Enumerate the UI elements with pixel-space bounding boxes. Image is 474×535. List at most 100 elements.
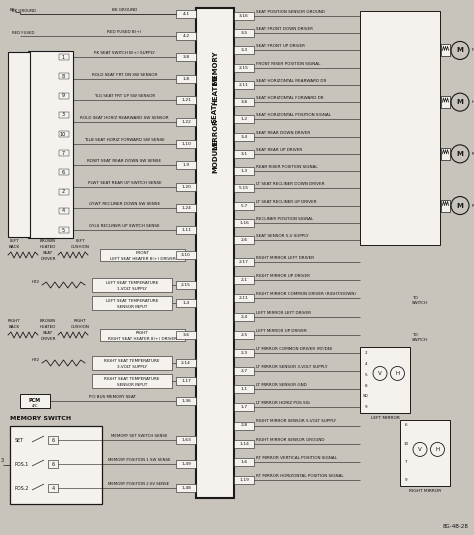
Text: SEAT/: SEAT/ [212, 101, 218, 123]
Text: RIGHT MIRROR SENSOR GROUND: RIGHT MIRROR SENSOR GROUND [256, 438, 325, 442]
Text: RIGHT MIRROR SENSOR 5-VOLT SUPPLY: RIGHT MIRROR SENSOR 5-VOLT SUPPLY [256, 419, 336, 424]
Text: 2: 2 [62, 189, 64, 194]
Text: 3-10: 3-10 [181, 253, 191, 257]
Text: V: V [378, 371, 382, 376]
Text: MEMORY: MEMORY [212, 51, 218, 85]
Bar [234, 98, 254, 106]
Text: TO: TO [412, 296, 418, 300]
Text: LT SEAT RECLINER UP DRIVER: LT SEAT RECLINER UP DRIVER [256, 200, 317, 203]
Bar [234, 133, 254, 141]
Text: 1-19: 1-19 [239, 478, 249, 482]
Text: FRONT RISER: FRONT RISER [472, 49, 474, 52]
Text: 1-36: 1-36 [181, 399, 191, 403]
Text: 1-10: 1-10 [181, 142, 191, 146]
Text: 3-3: 3-3 [240, 49, 247, 52]
Text: 2-4: 2-4 [240, 315, 247, 318]
Text: 10: 10 [60, 132, 66, 136]
Text: RECLINER POSITION SIGNAL: RECLINER POSITION SIGNAL [256, 217, 313, 221]
Text: RT MIRROR HORIZONTAL POSITION SIGNAL: RT MIRROR HORIZONTAL POSITION SIGNAL [256, 474, 344, 478]
Text: SD: SD [363, 394, 369, 399]
Text: LEFT MIRROR UP DRIVER: LEFT MIRROR UP DRIVER [256, 328, 307, 333]
Text: 6: 6 [62, 170, 64, 175]
Text: 2-11: 2-11 [239, 296, 249, 300]
Bar [176, 118, 196, 126]
Text: M: M [456, 99, 464, 105]
Text: 7: 7 [405, 460, 407, 464]
Text: 3-16: 3-16 [239, 14, 249, 18]
Bar [48, 436, 58, 444]
Text: 2-15: 2-15 [181, 283, 191, 287]
Text: RED FUSED B(+): RED FUSED B(+) [107, 29, 142, 34]
Text: HORIZ 2: HORIZ 2 [472, 100, 474, 104]
Text: RIGHT MIRROR LEFT DRIVER: RIGHT MIRROR LEFT DRIVER [256, 256, 314, 260]
Text: SEAT HORIZONTAL POSITION SIGNAL: SEAT HORIZONTAL POSITION SIGNAL [256, 113, 331, 117]
Text: M: M [456, 48, 464, 54]
Text: 2-8: 2-8 [240, 424, 247, 427]
Text: BROWN: BROWN [40, 239, 56, 243]
Text: MEMORY SET SWITCH SENSE: MEMORY SET SWITCH SENSE [111, 434, 167, 438]
Bar [234, 422, 254, 430]
Text: MIRROR: MIRROR [212, 118, 218, 150]
Bar [176, 161, 196, 169]
Text: PCM: PCM [29, 399, 41, 403]
Text: 9: 9 [62, 93, 64, 98]
Text: HT2: HT2 [32, 280, 40, 284]
Bar [234, 385, 254, 393]
Text: HEATED: HEATED [212, 74, 218, 105]
Bar [176, 10, 196, 18]
Bar [176, 484, 196, 492]
Text: 3-8: 3-8 [182, 55, 190, 59]
Text: 5: 5 [62, 227, 64, 233]
Bar [48, 460, 58, 468]
Bar [234, 367, 254, 375]
Text: GYLS RECLINER UP SWITCH SENSE: GYLS RECLINER UP SWITCH SENSE [89, 224, 160, 228]
Text: 1-2: 1-2 [240, 117, 247, 121]
Bar [234, 81, 254, 89]
Bar [400, 419, 450, 486]
Bar [176, 32, 196, 40]
Text: ROLD SEAT HORIZ REARWARD SW SENSOR: ROLD SEAT HORIZ REARWARD SW SENSOR [80, 116, 169, 120]
Text: 2-14: 2-14 [181, 361, 191, 365]
Bar [360, 347, 410, 414]
Bar [59, 112, 69, 118]
Bar [234, 331, 254, 339]
Bar [234, 185, 254, 192]
Bar [92, 374, 172, 388]
Bar [59, 131, 69, 137]
Text: BACK: BACK [9, 325, 19, 329]
Text: LT MIRROR COMMON DRIVER (RT/DN): LT MIRROR COMMON DRIVER (RT/DN) [256, 347, 332, 351]
Bar [176, 331, 196, 339]
Bar [234, 312, 254, 320]
Text: RIGHT: RIGHT [136, 331, 149, 335]
Bar [176, 53, 196, 61]
Text: ROLD SEAT FRT DN SW SENSOR: ROLD SEAT FRT DN SW SENSOR [92, 73, 157, 77]
Text: SEAT SENSOR 5-V SUPPLY: SEAT SENSOR 5-V SUPPLY [256, 234, 309, 238]
Bar [234, 219, 254, 227]
Bar [176, 204, 196, 212]
Text: HT2: HT2 [32, 358, 40, 362]
Text: 7: 7 [62, 151, 64, 156]
Text: HEATED: HEATED [40, 245, 56, 249]
Text: RIGHT SEAT TEMPERATURE: RIGHT SEAT TEMPERATURE [104, 359, 160, 363]
Text: 2-7: 2-7 [240, 369, 247, 373]
Bar [92, 296, 172, 310]
Text: 6: 6 [52, 438, 55, 442]
Text: 3-5: 3-5 [240, 31, 247, 35]
Bar [59, 54, 69, 60]
Text: LEFT SEAT TEMPERATURE: LEFT SEAT TEMPERATURE [106, 281, 158, 285]
Bar [234, 276, 254, 284]
Bar [176, 183, 196, 191]
Text: 1-VOLT SUPPLY: 1-VOLT SUPPLY [117, 287, 147, 291]
Bar [176, 299, 196, 307]
Text: DRIVER: DRIVER [40, 337, 56, 341]
Text: 1-17: 1-17 [181, 379, 191, 383]
Text: M: M [456, 151, 464, 157]
Text: LT SEAT RECLINER DOWN DRIVER: LT SEAT RECLINER DOWN DRIVER [256, 182, 325, 186]
Bar [59, 189, 69, 195]
Text: RT MIRROR VERTICAL POSITION SIGNAL: RT MIRROR VERTICAL POSITION SIGNAL [256, 456, 337, 460]
Text: 1-6: 1-6 [240, 460, 247, 464]
Bar [234, 440, 254, 448]
Text: RIGHT SEAT HEATER 8(+) DRIVER: RIGHT SEAT HEATER 8(+) DRIVER [108, 337, 177, 341]
Bar [8, 52, 30, 237]
Bar [234, 476, 254, 484]
